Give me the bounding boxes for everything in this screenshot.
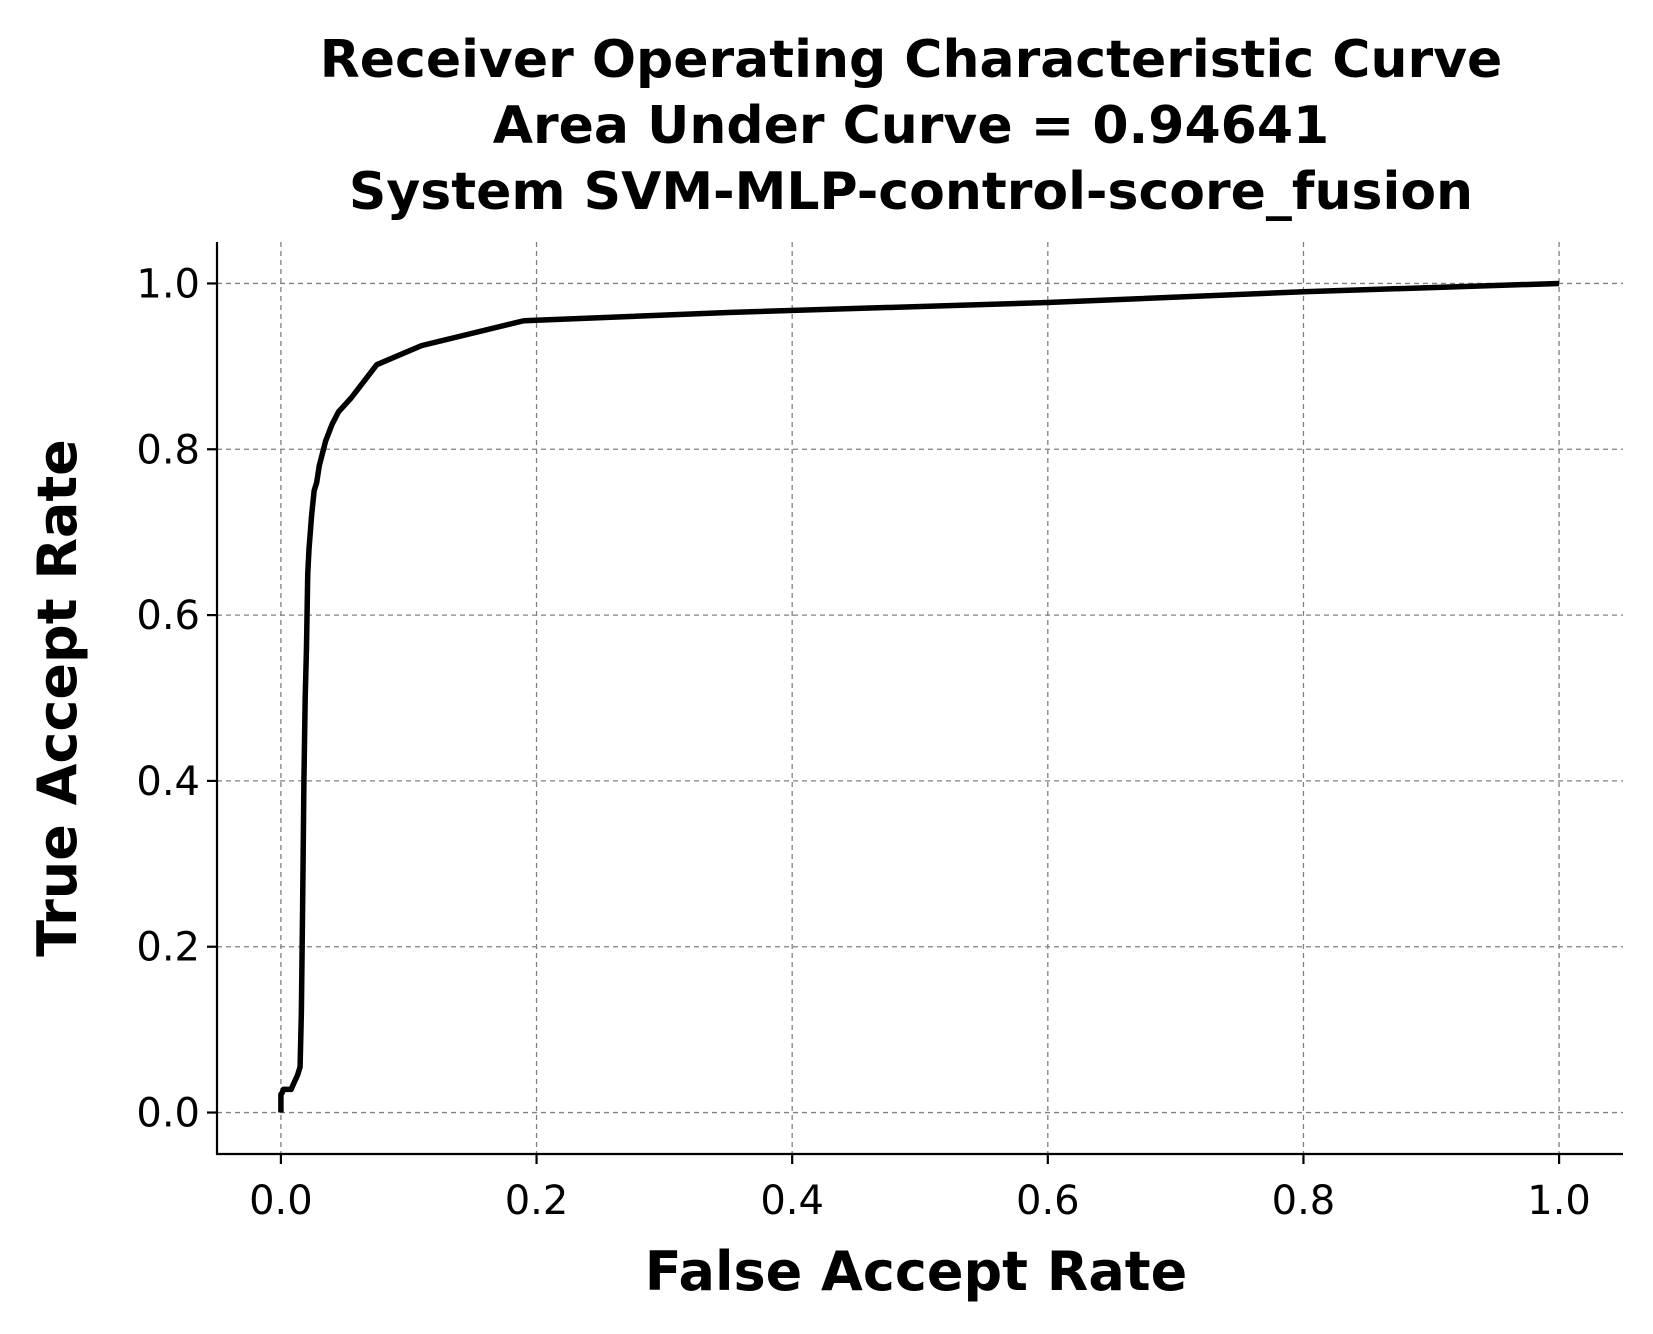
x-axis-label: False Accept Rate	[645, 1240, 1187, 1303]
y-tick-label-3: 0.6	[136, 593, 200, 639]
y-tick-label-0: 0.0	[136, 1091, 200, 1137]
y-tick-label-4: 0.8	[136, 427, 200, 473]
x-tick-label-1: 0.2	[505, 1178, 569, 1224]
y-tick-label-5: 1.0	[136, 261, 200, 307]
y-tick-label-1: 0.2	[136, 925, 200, 971]
x-tick-label-5: 1.0	[1527, 1178, 1591, 1224]
x-tick-label-2: 0.4	[760, 1178, 824, 1224]
chart-title-line-3: System SVM-MLP-control-score_fusion	[349, 162, 1473, 222]
y-axis-ticks: 0.0 0.2 0.4 0.6 0.8 1.0	[136, 261, 217, 1137]
series-group	[278, 280, 1560, 1113]
chart-title: Receiver Operating Characteristic Curve …	[320, 30, 1503, 222]
grid	[217, 242, 1623, 1154]
x-tick-label-4: 0.8	[1272, 1178, 1336, 1224]
y-axis-label: True Accept Rate	[26, 439, 89, 957]
x-axis-ticks: 0.0 0.2 0.4 0.6 0.8 1.0	[249, 1154, 1591, 1224]
axes-spines	[215, 242, 1623, 1156]
roc-curve-line-0	[278, 280, 1560, 1113]
y-tick-label-2: 0.4	[136, 759, 200, 805]
chart-title-line-2: Area Under Curve = 0.94641	[493, 96, 1329, 156]
chart-title-line-1: Receiver Operating Characteristic Curve	[320, 30, 1503, 90]
x-tick-label-3: 0.6	[1016, 1178, 1080, 1224]
x-tick-label-0: 0.0	[249, 1178, 313, 1224]
